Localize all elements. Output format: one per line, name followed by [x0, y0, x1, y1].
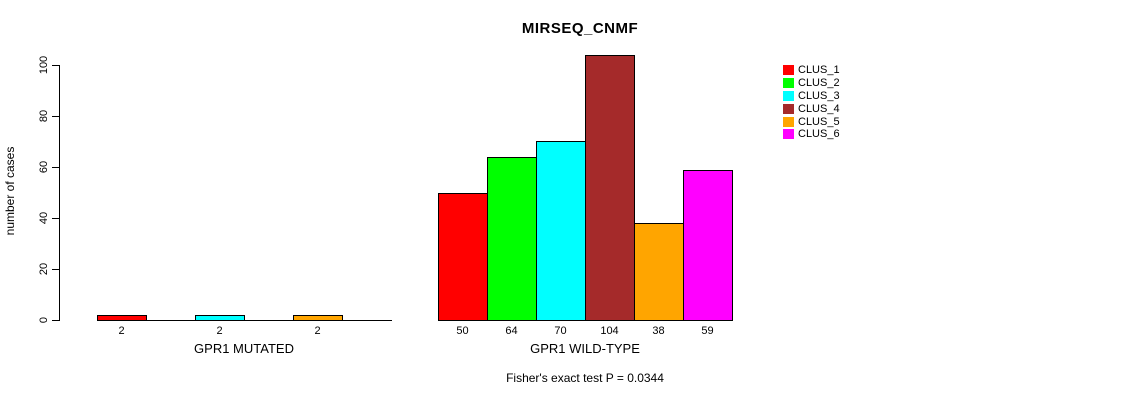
bar-value-label: 2: [216, 325, 223, 337]
y-tick: [52, 167, 59, 168]
y-tick: [52, 65, 59, 66]
bar-value-label: 38: [652, 325, 665, 337]
bar-value-label: 104: [600, 325, 619, 337]
bar-value-label: 2: [314, 325, 321, 337]
bar-value-label: 2: [118, 325, 125, 337]
y-tick-label: 40: [38, 211, 50, 225]
legend-label: CLUS_4: [798, 102, 840, 115]
legend-item: CLUS_3: [783, 90, 840, 103]
y-tick: [52, 116, 59, 117]
x-axis-group-label: GPR1 WILD-TYPE: [530, 341, 640, 356]
legend-swatch-icon: [783, 116, 794, 127]
y-tick-label: 80: [38, 109, 50, 123]
bar-clus_5: [634, 223, 684, 321]
legend: CLUS_1 CLUS_2 CLUS_3 CLUS_4 CLUS_5 CLUS_6: [783, 64, 840, 141]
legend-swatch-icon: [783, 103, 794, 114]
y-axis-label: number of cases: [3, 146, 17, 236]
chart-title: MIRSEQ_CNMF: [521, 20, 639, 37]
legend-swatch-icon: [783, 90, 794, 101]
bar-clus_4: [585, 55, 635, 321]
legend-item: CLUS_1: [783, 64, 840, 77]
bar-clus_6: [683, 170, 733, 321]
legend-swatch-icon: [783, 78, 794, 89]
zero-height-bar: [342, 320, 392, 321]
bar-clus_3: [195, 315, 245, 321]
y-tick: [52, 320, 59, 321]
y-tick: [52, 269, 59, 270]
legend-item: CLUS_2: [783, 77, 840, 90]
bar-clus_1: [97, 315, 147, 321]
y-tick-label: 0: [38, 316, 50, 324]
y-tick-label: 100: [38, 55, 50, 75]
legend-label: CLUS_6: [798, 128, 840, 141]
x-axis-group-label: GPR1 MUTATED: [194, 341, 294, 356]
fisher-test-note: Fisher's exact test P = 0.0344: [506, 371, 664, 385]
y-tick-label: 60: [38, 160, 50, 174]
bar-value-label: 70: [554, 325, 567, 337]
bar-clus_3: [536, 141, 586, 321]
legend-label: CLUS_3: [798, 89, 840, 102]
legend-item: CLUS_4: [783, 102, 840, 115]
bar-clus_2: [487, 157, 537, 321]
legend-label: CLUS_2: [798, 77, 840, 90]
legend-label: CLUS_5: [798, 115, 840, 128]
bar-value-label: 64: [505, 325, 518, 337]
legend-label: CLUS_1: [798, 64, 840, 77]
legend-swatch-icon: [783, 65, 794, 76]
legend-item: CLUS_6: [783, 128, 840, 141]
bar-value-label: 59: [701, 325, 714, 337]
bar-clus_5: [293, 315, 343, 321]
bar-value-label: 50: [456, 325, 469, 337]
legend-swatch-icon: [783, 129, 794, 140]
zero-height-bar: [146, 320, 196, 321]
bar-clus_1: [438, 193, 488, 321]
y-axis-line: [59, 65, 60, 321]
legend-item: CLUS_5: [783, 115, 840, 128]
zero-height-bar: [244, 320, 294, 321]
y-tick-label: 20: [38, 262, 50, 276]
y-tick: [52, 218, 59, 219]
